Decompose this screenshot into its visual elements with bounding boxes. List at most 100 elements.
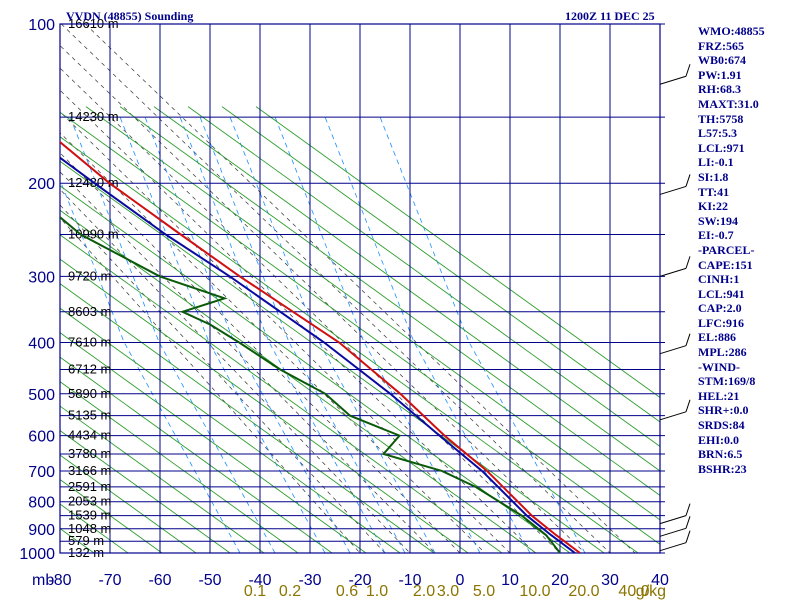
dry-adiabat-line <box>60 381 299 553</box>
profiles <box>60 140 581 553</box>
index-item: EI:-0.7 <box>698 228 734 243</box>
height-label: 5135 m <box>68 408 111 423</box>
wind-barb <box>659 542 687 552</box>
index-item: SRDS:84 <box>698 418 745 433</box>
y-tick-label: 800 <box>28 495 55 512</box>
height-label: 2591 m <box>68 479 111 494</box>
index-item: LFC:916 <box>698 315 744 330</box>
wind-barb-flag <box>685 530 691 543</box>
x-tick-label: 40 <box>651 572 669 589</box>
dry-adiabat-line <box>255 106 660 399</box>
x-tick-label: -50 <box>198 572 221 589</box>
index-item: WB0:674 <box>698 53 746 68</box>
dry-adiabat-line <box>0 107 26 553</box>
index-item: BRN:6.5 <box>698 447 743 462</box>
height-label: 9720 m <box>68 268 111 283</box>
x-tick-label: 0 <box>456 572 465 589</box>
wind-barb <box>659 411 687 421</box>
mixing-ratio-label: 40.0 <box>618 583 649 600</box>
dry-adiabat-line <box>60 234 503 553</box>
isotherms <box>59 24 661 553</box>
index-item: FRZ:565 <box>698 38 744 53</box>
dry-adiabat-line <box>60 136 639 553</box>
height-label: 3780 m <box>68 446 111 461</box>
mixing-ratio-line <box>144 117 351 553</box>
height-label: 579 m <box>68 533 104 548</box>
y-tick-label: 300 <box>28 269 55 286</box>
height-label: 14230 m <box>68 109 119 124</box>
wind-barb-flag <box>685 256 691 269</box>
mixing-ratio-label: 2.0 <box>413 583 435 600</box>
mixing-ratio-label: 5.0 <box>473 583 495 600</box>
height-label: 8603 m <box>68 304 111 319</box>
wind-barb-flag <box>685 64 691 77</box>
dry-adiabat-line <box>60 552 61 553</box>
index-item: EL:886 <box>698 330 737 345</box>
index-item: WMO:48855 <box>698 24 765 38</box>
dry-adiabat-line <box>60 307 401 553</box>
dry-adiabat-line <box>187 106 660 447</box>
dry-adiabat-line <box>60 258 469 553</box>
height-label: 1048 m <box>68 521 111 536</box>
x-tick-label: -30 <box>298 572 321 589</box>
x-tick-label: -10 <box>398 572 421 589</box>
index-item: SW:194 <box>698 213 739 228</box>
dry-adiabat-line <box>60 209 537 553</box>
index-item: LCL:971 <box>698 140 745 155</box>
height-label: 7610 m <box>68 334 111 349</box>
chart-title: VVDN (48855) Sounding <box>66 9 194 23</box>
index-item: MAXT:31.0 <box>698 96 759 111</box>
parcel-line <box>60 156 576 553</box>
wind-barbs <box>659 64 691 552</box>
y-tick-label: 700 <box>28 464 55 481</box>
index-item: KI:22 <box>698 199 728 214</box>
wind-barb-flag <box>685 174 691 187</box>
height-label: 4434 m <box>68 428 111 443</box>
index-item: LCL:941 <box>698 286 745 301</box>
mixing-ratio-label: 1.0 <box>366 583 388 600</box>
dry-adiabat-line <box>60 356 333 553</box>
y-tick-label: 100 <box>28 17 55 34</box>
y-tick-label: 1000 <box>19 546 55 563</box>
wind-barb-flag <box>685 503 691 516</box>
mixing-ratio-label: 0.2 <box>279 583 301 600</box>
index-item: SHR+:0.0 <box>698 403 749 418</box>
index-item: SI:1.8 <box>698 169 729 184</box>
wind-barb <box>659 515 687 525</box>
mixing-ratio-label: 3.0 <box>437 583 459 600</box>
y-tick-label: 400 <box>28 335 55 352</box>
index-item: L57:5.3 <box>698 126 737 141</box>
y-tick-label: 900 <box>28 522 55 539</box>
mixing-ratio-label: 10.0 <box>519 583 550 600</box>
dry-adiabat-line <box>60 430 231 553</box>
height-label: 3166 m <box>68 463 111 478</box>
x-tick-label: -40 <box>248 572 271 589</box>
index-item: CINH:1 <box>698 272 740 287</box>
mixing-ratio-unit: g/kg <box>636 583 666 600</box>
dry-adiabat-line <box>153 106 660 472</box>
dry-adiabat-line <box>60 454 197 553</box>
mixing-ratio-label: 20.0 <box>568 583 599 600</box>
index-item: LI:-0.1 <box>698 155 734 170</box>
mixing-ratio-line <box>199 117 406 553</box>
index-item: BSHR:23 <box>698 461 747 476</box>
index-item: CAPE:151 <box>698 257 753 272</box>
sounding-indices: WMO:48855 FRZ:565 WB0:674 PW:1.91 RH:68.3 MAX… <box>698 24 765 476</box>
x-tick-label: 20 <box>551 572 569 589</box>
wind-barb <box>659 185 687 195</box>
index-item: CAP:2.0 <box>698 301 742 316</box>
index-item: -PARCEL- <box>698 242 755 257</box>
index-item: TH:5758 <box>698 111 744 126</box>
mixing-ratio-label: 0.1 <box>244 583 266 600</box>
index-item: TT:41 <box>698 184 730 199</box>
dry-adiabats <box>0 106 660 553</box>
dry-adiabat-line <box>85 106 660 521</box>
plot-frame <box>59 23 661 554</box>
mixing-ratio-line <box>179 117 386 553</box>
dry-adiabat-line <box>60 111 660 545</box>
dry-adiabat-line <box>60 332 367 553</box>
height-label: 1539 m <box>68 508 111 523</box>
temperature-line <box>60 140 581 553</box>
y-tick-label: 600 <box>28 429 55 446</box>
